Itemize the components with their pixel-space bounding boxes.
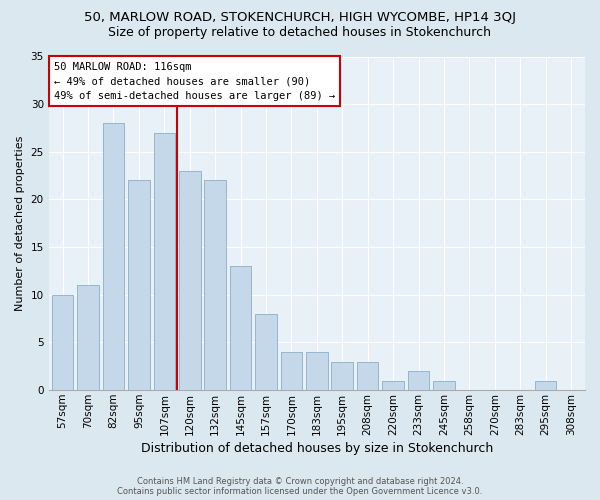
Y-axis label: Number of detached properties: Number of detached properties: [15, 136, 25, 311]
X-axis label: Distribution of detached houses by size in Stokenchurch: Distribution of detached houses by size …: [141, 442, 493, 455]
Bar: [408, 371, 430, 390]
Bar: [128, 180, 150, 390]
Bar: [433, 380, 455, 390]
Bar: [103, 123, 124, 390]
Bar: [205, 180, 226, 390]
Bar: [52, 295, 73, 390]
Bar: [357, 362, 379, 390]
Bar: [255, 314, 277, 390]
Bar: [281, 352, 302, 390]
Text: Contains HM Land Registry data © Crown copyright and database right 2024.
Contai: Contains HM Land Registry data © Crown c…: [118, 476, 482, 496]
Bar: [179, 171, 200, 390]
Text: 50, MARLOW ROAD, STOKENCHURCH, HIGH WYCOMBE, HP14 3QJ: 50, MARLOW ROAD, STOKENCHURCH, HIGH WYCO…: [84, 12, 516, 24]
Text: 50 MARLOW ROAD: 116sqm
← 49% of detached houses are smaller (90)
49% of semi-det: 50 MARLOW ROAD: 116sqm ← 49% of detached…: [54, 62, 335, 101]
Bar: [331, 362, 353, 390]
Bar: [535, 380, 556, 390]
Bar: [306, 352, 328, 390]
Bar: [382, 380, 404, 390]
Bar: [154, 133, 175, 390]
Bar: [77, 286, 99, 390]
Text: Size of property relative to detached houses in Stokenchurch: Size of property relative to detached ho…: [109, 26, 491, 39]
Bar: [230, 266, 251, 390]
